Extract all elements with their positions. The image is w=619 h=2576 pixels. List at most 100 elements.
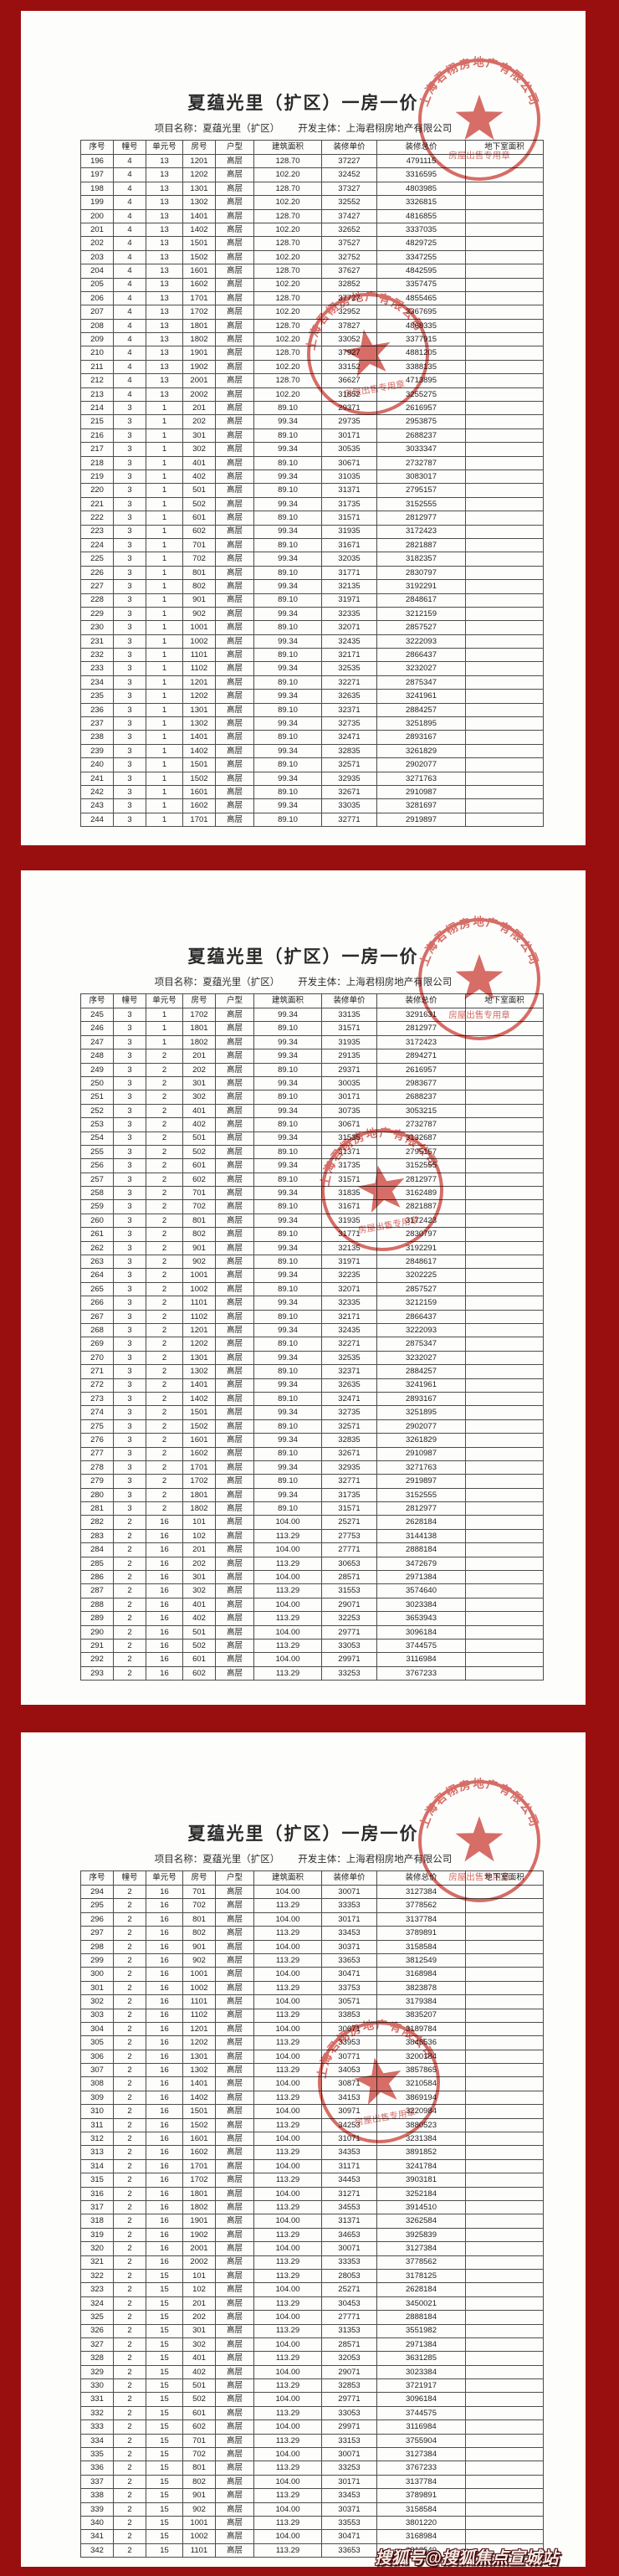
cell: 32135 xyxy=(321,579,377,594)
cell: 113.29 xyxy=(253,2255,322,2270)
cell: 2 xyxy=(113,1652,146,1667)
cell: 31971 xyxy=(321,1255,377,1270)
cell: 32571 xyxy=(321,1419,377,1434)
cell: 89.10 xyxy=(253,1337,322,1352)
cell: 304 xyxy=(80,2021,114,2037)
cell: 3835207 xyxy=(376,2008,466,2023)
cell xyxy=(465,661,544,676)
cell: 2 xyxy=(146,1227,183,1242)
cell: 2848617 xyxy=(376,593,466,608)
table-row: 263 3 2 902 高层 89.10 31971 2848617 xyxy=(80,1255,544,1270)
cell: 4803985 xyxy=(376,181,466,197)
cell: 104.00 xyxy=(253,1597,322,1613)
cell: 218 xyxy=(80,455,114,470)
cell: 2910987 xyxy=(376,784,466,800)
cell xyxy=(465,1542,544,1557)
cell: 205 xyxy=(80,277,114,292)
cell: 2812977 xyxy=(376,1172,466,1188)
cell: 3281697 xyxy=(376,798,466,813)
cell: 4 xyxy=(113,222,146,238)
cell xyxy=(465,428,544,444)
cell xyxy=(465,264,544,279)
cell: 261 xyxy=(80,1227,114,1242)
cell xyxy=(465,181,544,197)
cell: 2 xyxy=(113,2433,146,2449)
cell: 16 xyxy=(146,1665,183,1681)
cell xyxy=(465,2186,544,2201)
cell: 高层 xyxy=(215,1322,254,1338)
cell: 1101 xyxy=(182,1296,216,1311)
cell: 3 xyxy=(113,648,146,663)
cell: 13 xyxy=(146,277,183,292)
cell: 331 xyxy=(80,2392,114,2407)
cell: 3 xyxy=(113,1199,146,1214)
cell: 2 xyxy=(113,2008,146,2023)
cell: 3261829 xyxy=(376,1433,466,1448)
cell: 287 xyxy=(80,1583,114,1598)
cell: 402 xyxy=(182,469,216,485)
column-header: 房号 xyxy=(182,140,216,155)
column-header: 户型 xyxy=(215,993,254,1008)
cell: 高层 xyxy=(215,730,254,745)
cell: 32935 xyxy=(321,1460,377,1475)
table-row: 210 4 13 1901 高层 128.70 37927 4881205 xyxy=(80,346,544,361)
column-header: 户型 xyxy=(215,1870,254,1886)
cell: 264 xyxy=(80,1268,114,1283)
cell: 30771 xyxy=(321,2049,377,2065)
cell: 113.29 xyxy=(253,2090,322,2106)
cell: 2 xyxy=(113,2392,146,2407)
cell: 31671 xyxy=(321,1199,377,1214)
cell: 16 xyxy=(146,2132,183,2147)
cell: 113.29 xyxy=(253,2173,322,2188)
price-table: 序号 幢号 单元号 房号 户型 建筑面积 装修单价 装修总价 地下室面积 196 4 13 1201 高… xyxy=(80,140,544,828)
cell: 99.34 xyxy=(253,1296,322,1311)
cell: 高层 xyxy=(215,2117,254,2133)
cell: 高层 xyxy=(215,812,254,828)
cell: 高层 xyxy=(215,565,254,581)
cell xyxy=(465,483,544,498)
cell: 292 xyxy=(80,1652,114,1667)
cell: 342 xyxy=(80,2543,114,2558)
cell xyxy=(465,1638,544,1654)
column-header: 序号 xyxy=(80,1870,114,1886)
cell: 2 xyxy=(113,1542,146,1557)
cell: 4816855 xyxy=(376,208,466,223)
cell: 32371 xyxy=(321,1364,377,1379)
cell: 99.34 xyxy=(253,414,322,429)
column-header: 单元号 xyxy=(146,140,183,155)
cell: 1401 xyxy=(182,208,216,223)
cell: 高层 xyxy=(215,1391,254,1407)
cell: 1601 xyxy=(182,1433,216,1448)
cell: 2 xyxy=(113,2241,146,2256)
cell: 2 xyxy=(113,2296,146,2312)
cell: 265 xyxy=(80,1281,114,1297)
cell: 2 xyxy=(146,1075,183,1091)
cell: 501 xyxy=(182,483,216,498)
table-row: 340 2 15 1001 高层 113.29 33553 3801220 xyxy=(80,2515,544,2531)
cell: 2 xyxy=(113,2132,146,2147)
cell: 104.00 xyxy=(253,1542,322,1557)
cell: 2 xyxy=(146,1501,183,1516)
cell: 104.00 xyxy=(253,2502,322,2517)
cell: 29735 xyxy=(321,414,377,429)
table-row: 218 3 1 401 高层 89.10 30671 2732787 xyxy=(80,455,544,470)
cell: 104.00 xyxy=(253,2132,322,2147)
cell: 3 xyxy=(113,537,146,553)
cell: 102 xyxy=(182,2282,216,2297)
cell: 32571 xyxy=(321,757,377,772)
cell: 16 xyxy=(146,2241,183,2256)
table-row: 310 2 16 1501 高层 104.00 30971 3220984 xyxy=(80,2104,544,2119)
cell: 4 xyxy=(113,264,146,279)
cell: 3 xyxy=(113,428,146,444)
table-row: 278 3 2 1701 高层 99.34 32935 3271763 xyxy=(80,1460,544,1475)
column-header: 幢号 xyxy=(113,1870,146,1886)
cell: 196 xyxy=(80,153,114,169)
cell: 274 xyxy=(80,1405,114,1420)
cell: 高层 xyxy=(215,1911,254,1927)
cell: 288 xyxy=(80,1597,114,1613)
cell: 307 xyxy=(80,2063,114,2078)
cell: 113.29 xyxy=(253,2296,322,2312)
cell: 113.29 xyxy=(253,2117,322,2133)
cell: 113.29 xyxy=(253,2378,322,2394)
cell: 3653943 xyxy=(376,1611,466,1626)
